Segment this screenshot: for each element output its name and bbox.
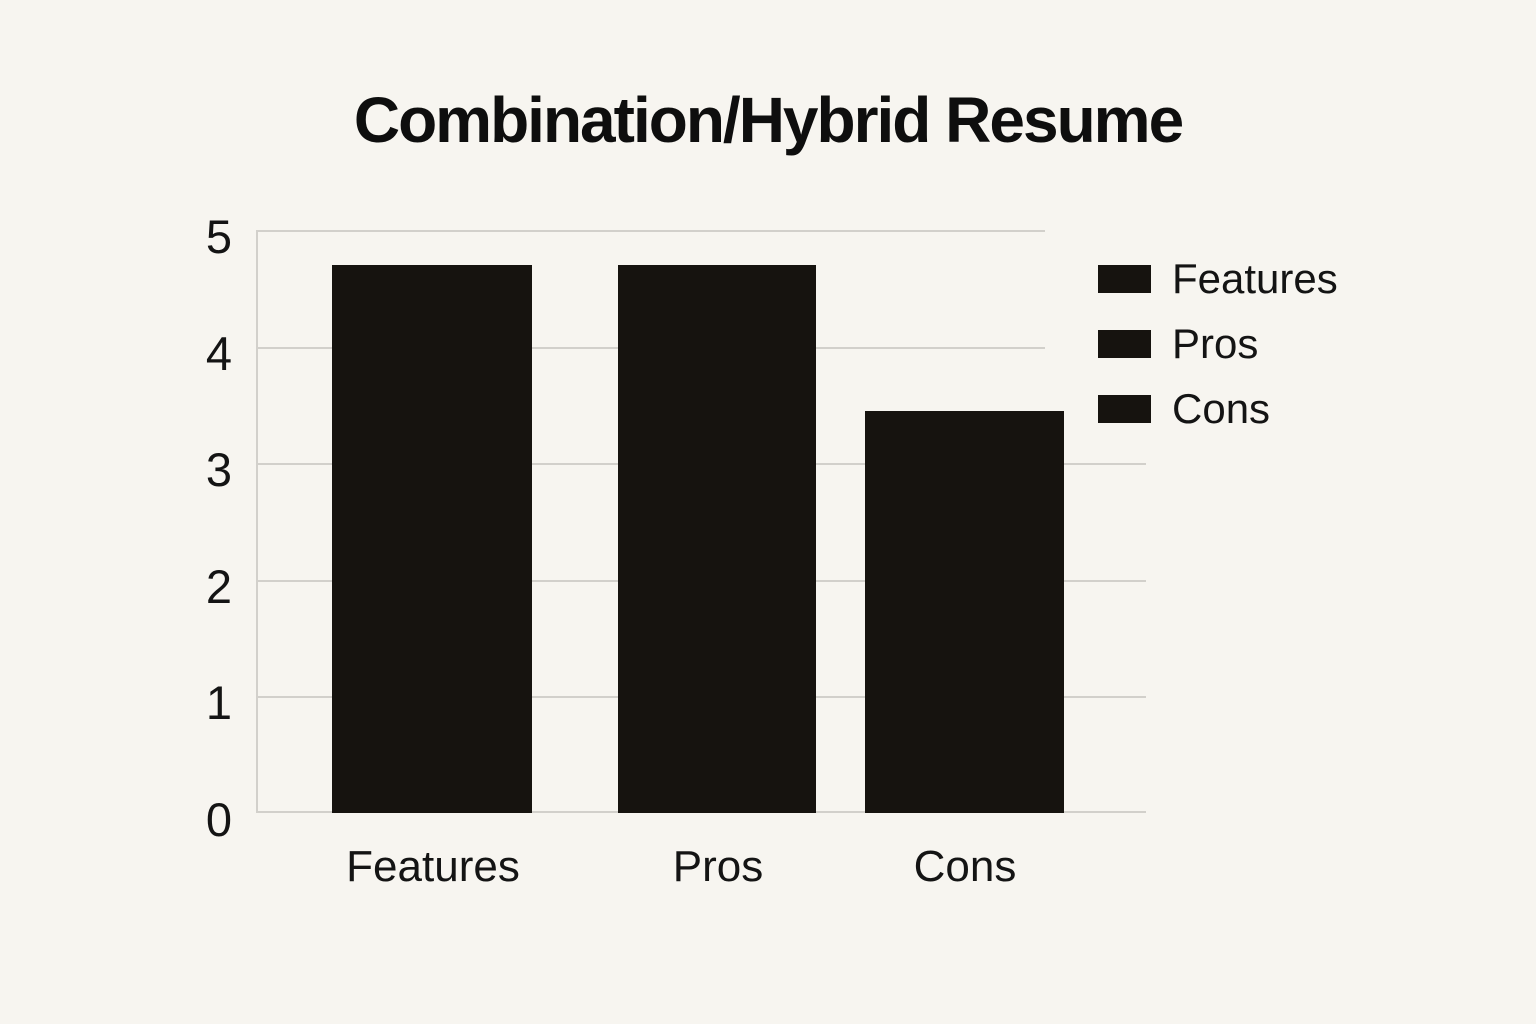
legend-label-cons: Cons bbox=[1172, 385, 1271, 432]
legend-swatch-features bbox=[1098, 265, 1151, 293]
chart-title: Combination/Hybrid Resume bbox=[353, 84, 1184, 156]
x-label-features: Features bbox=[346, 842, 520, 891]
y-axis-tick-labels: 0 1 2 3 4 5 bbox=[120, 213, 244, 843]
legend-swatch-cons bbox=[1098, 395, 1151, 423]
legend-row-cons: Cons bbox=[1098, 388, 1338, 430]
x-label-cons: Cons bbox=[913, 842, 1017, 891]
legend-label-features: Features bbox=[1172, 255, 1338, 302]
legend-row-pros: Pros bbox=[1098, 323, 1338, 365]
y-tick-label-0: 0 bbox=[205, 793, 232, 846]
bar-pros bbox=[618, 265, 816, 813]
legend-label-pros: Pros bbox=[1172, 320, 1259, 367]
y-tick-label-2: 2 bbox=[205, 559, 232, 613]
y-tick-label-4: 4 bbox=[205, 326, 232, 380]
x-label-pros: Pros bbox=[672, 842, 764, 891]
gridline-5 bbox=[256, 230, 1045, 232]
x-axis-labels: Features Pros Cons bbox=[0, 842, 1536, 902]
y-tick-label-3: 3 bbox=[205, 443, 232, 497]
legend: Features Pros Cons bbox=[1098, 258, 1338, 453]
plot-area bbox=[256, 230, 1146, 813]
y-tick-label-1: 1 bbox=[205, 676, 232, 730]
legend-swatch-pros bbox=[1098, 330, 1151, 358]
legend-row-features: Features bbox=[1098, 258, 1338, 300]
y-tick-label-5: 5 bbox=[205, 210, 232, 263]
bar-features bbox=[332, 265, 532, 813]
bar-cons bbox=[865, 411, 1064, 813]
